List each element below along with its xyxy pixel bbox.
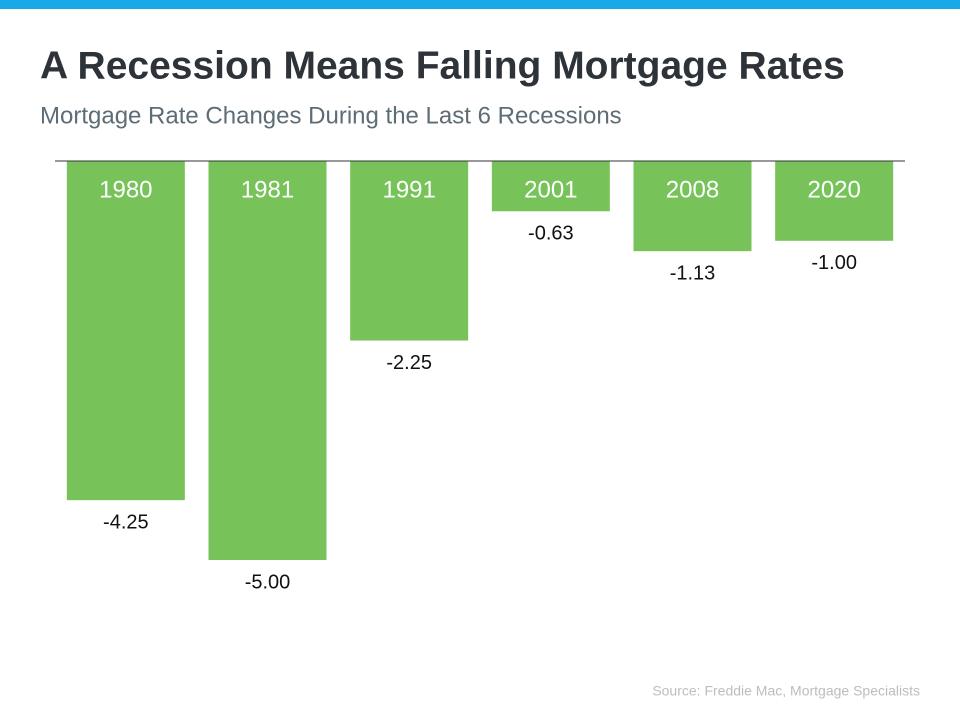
chart-subtitle: Mortgage Rate Changes During the Last 6 … xyxy=(40,102,622,129)
bar xyxy=(350,161,469,341)
source-note: Source: Freddie Mac, Mortgage Specialist… xyxy=(652,683,920,699)
category-label: 1991 xyxy=(382,176,435,203)
value-label: -2.25 xyxy=(386,352,432,374)
bar xyxy=(775,161,894,241)
bar xyxy=(66,161,185,501)
category-label: 2008 xyxy=(666,176,719,203)
bar xyxy=(208,161,327,560)
value-label: -1.00 xyxy=(811,252,857,274)
category-label: 1981 xyxy=(241,176,294,203)
category-label: 1980 xyxy=(99,176,152,203)
bar xyxy=(633,161,752,252)
value-label: -0.63 xyxy=(528,223,574,245)
category-label: 2020 xyxy=(807,176,860,203)
value-label: -1.13 xyxy=(670,262,716,284)
value-label: -5.00 xyxy=(245,571,291,593)
bar xyxy=(491,161,610,212)
top-stripe xyxy=(0,0,960,9)
value-label: -4.25 xyxy=(103,511,149,533)
chart-title: A Recession Means Falling Mortgage Rates xyxy=(40,44,845,87)
category-label: 2001 xyxy=(524,176,577,203)
